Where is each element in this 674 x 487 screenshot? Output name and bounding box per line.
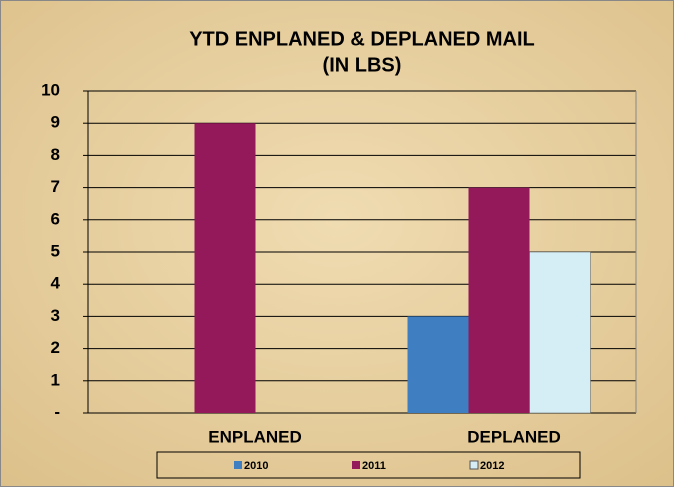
bar (194, 123, 256, 413)
y-tick-label: 3 (51, 306, 60, 325)
chart-title: (IN LBS) (323, 54, 402, 76)
bar (468, 187, 530, 413)
bar (529, 251, 591, 414)
legend-box (156, 451, 581, 479)
legend-label: 2010 (244, 460, 268, 472)
legend-label: 2011 (362, 460, 386, 472)
legend-swatch (352, 461, 360, 469)
y-tick-label: - (54, 402, 60, 421)
y-tick-label: 5 (51, 241, 60, 260)
legend-swatch (469, 460, 479, 470)
y-tick-label: 7 (51, 177, 60, 196)
y-tick-label: 10 (41, 80, 60, 99)
x-tick-label: DEPLANED (467, 427, 561, 446)
x-tick-label: ENPLANED (208, 427, 302, 446)
bar (407, 316, 469, 413)
y-tick-label: 2 (51, 338, 60, 357)
legend-label: 2012 (480, 460, 504, 472)
y-tick-label: 6 (51, 209, 60, 228)
y-tick-label: 4 (51, 274, 61, 293)
legend-swatch (234, 461, 242, 469)
y-tick-label: 9 (51, 113, 60, 132)
y-tick-label: 8 (51, 145, 60, 164)
y-tick-label: 1 (51, 370, 60, 389)
chart-title: YTD ENPLANED & DEPLANED MAIL (189, 28, 535, 50)
